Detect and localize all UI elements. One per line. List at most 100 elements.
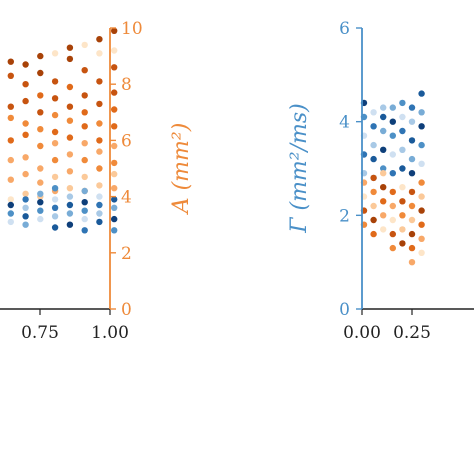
left-x-tick-label: 0.75 bbox=[21, 323, 59, 343]
left-y-tick-label: 10 bbox=[121, 19, 143, 39]
right-scatter-point bbox=[370, 141, 377, 149]
right-y-axis-label: Γ (mm²/ms) bbox=[287, 103, 312, 234]
left-scatter-point bbox=[22, 190, 29, 197]
left-scatter-point bbox=[111, 142, 118, 150]
right-scatter-point bbox=[399, 113, 406, 121]
left-scatter-point bbox=[22, 204, 29, 211]
left-scatter-point bbox=[7, 137, 14, 144]
left-scatter-point bbox=[111, 227, 118, 234]
right-scatter-point bbox=[389, 170, 396, 177]
right-scatter-point bbox=[418, 235, 425, 242]
left-scatter-point bbox=[96, 50, 103, 57]
left-scatter-point bbox=[7, 156, 14, 164]
left-x-ticks: 0.75 1.00 bbox=[21, 309, 129, 343]
right-scatter-point bbox=[408, 118, 416, 125]
right-scatter-point bbox=[389, 118, 396, 125]
left-scatter-point bbox=[96, 193, 103, 200]
left-scatter-point bbox=[111, 185, 118, 192]
left-scatter-point bbox=[7, 114, 14, 122]
right-scatter-point bbox=[399, 127, 406, 135]
right-scatter-point bbox=[418, 123, 425, 130]
right-scatter-point bbox=[380, 127, 387, 135]
left-scatter-point bbox=[37, 142, 44, 150]
right-scatter-point bbox=[380, 146, 387, 153]
left-scatter-point bbox=[51, 50, 59, 57]
left-x-tick-label: 1.00 bbox=[91, 323, 129, 343]
right-scatter-point bbox=[380, 198, 387, 205]
left-scatter-point bbox=[111, 27, 118, 34]
left-scatter-point bbox=[37, 207, 44, 214]
right-scatter-point bbox=[389, 216, 396, 224]
left-scatter-point bbox=[22, 120, 29, 127]
right-scatter-point bbox=[370, 155, 377, 163]
left-scatter-point bbox=[51, 111, 59, 119]
left-scatter-point bbox=[66, 44, 74, 51]
left-scatter-point bbox=[7, 72, 14, 80]
right-scatter-point bbox=[418, 109, 425, 116]
left-scatter-point bbox=[22, 154, 29, 161]
left-scatter-point bbox=[66, 117, 74, 124]
left-scatter-point bbox=[37, 109, 44, 116]
right-scatter-point bbox=[408, 216, 416, 224]
left-y-ticks: 0 2 4 6 8 10 bbox=[110, 19, 143, 320]
right-scatter-point bbox=[380, 226, 387, 233]
left-scatter-point bbox=[111, 106, 118, 113]
left-scatter-point bbox=[66, 55, 74, 63]
left-scatter-point bbox=[81, 199, 88, 206]
left-scatter-point bbox=[66, 134, 74, 141]
right-scatter-point bbox=[408, 155, 416, 163]
right-scatter-point bbox=[370, 174, 377, 182]
right-y-tick-label: 0 bbox=[339, 300, 350, 320]
left-scatter-point bbox=[37, 199, 44, 206]
left-scatter-point bbox=[51, 224, 59, 231]
right-scatter-point bbox=[399, 184, 406, 191]
left-scatter-point bbox=[96, 201, 103, 209]
right-x-ticks: 0.00 0.25 bbox=[343, 309, 431, 343]
right-scatter-point bbox=[418, 160, 425, 167]
left-scatter-point bbox=[81, 92, 88, 99]
left-scatter-point bbox=[51, 185, 59, 192]
right-scatter-point bbox=[408, 230, 416, 238]
left-y-tick-label: 8 bbox=[121, 75, 132, 95]
left-scatter-point bbox=[51, 213, 59, 220]
left-scatter-point bbox=[66, 151, 74, 158]
right-scatter-point bbox=[370, 230, 377, 238]
left-scatter-point bbox=[66, 168, 74, 175]
left-scatter-point bbox=[81, 207, 88, 214]
left-scatter-point bbox=[51, 140, 59, 147]
right-scatter-point bbox=[380, 184, 387, 191]
right-scatter-point bbox=[408, 104, 416, 111]
left-scatter-point bbox=[37, 69, 44, 77]
left-scatter-point bbox=[81, 123, 88, 130]
right-scatter-point bbox=[408, 137, 416, 144]
left-y-tick-label: 4 bbox=[121, 188, 132, 208]
right-scatter-point bbox=[399, 146, 406, 153]
left-scatter-point bbox=[111, 196, 118, 203]
left-scatter-point bbox=[96, 137, 103, 144]
left-points bbox=[7, 27, 118, 234]
left-scatter-point bbox=[96, 78, 103, 85]
left-scatter-point bbox=[22, 170, 29, 178]
right-scatter-point bbox=[399, 226, 406, 233]
left-scatter-point bbox=[51, 196, 59, 203]
left-scatter-point bbox=[111, 204, 118, 211]
left-scatter-point bbox=[22, 131, 29, 138]
left-scatter-point bbox=[66, 193, 74, 200]
right-scatter-point bbox=[399, 165, 406, 172]
right-scatter-point bbox=[408, 188, 416, 196]
left-scatter-point bbox=[51, 78, 59, 85]
left-scatter-point bbox=[37, 52, 44, 60]
left-scatter-point bbox=[81, 156, 88, 164]
left-scatter-point bbox=[81, 215, 88, 223]
right-scatter-point bbox=[389, 104, 396, 111]
right-scatter-point bbox=[418, 141, 425, 149]
left-scatter-point bbox=[111, 159, 118, 167]
left-scatter-point bbox=[37, 165, 44, 172]
right-scatter-point bbox=[380, 113, 387, 121]
left-scatter-point bbox=[66, 83, 74, 91]
left-scatter-point bbox=[7, 58, 14, 65]
left-scatter-point bbox=[7, 176, 14, 183]
left-scatter-point bbox=[111, 170, 118, 178]
left-scatter-point bbox=[22, 221, 29, 228]
